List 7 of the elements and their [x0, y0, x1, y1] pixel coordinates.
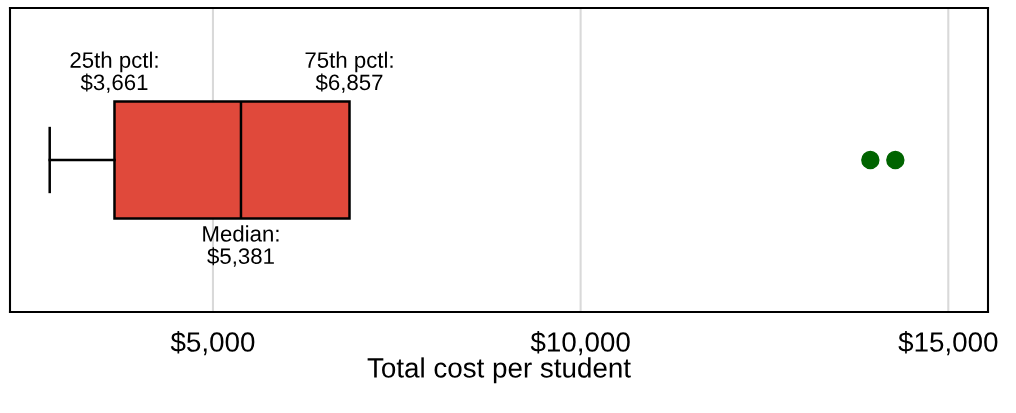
- annotation: Median: $5,381: [203, 225, 279, 267]
- annotation: 25th pctl: $3,661: [70, 51, 158, 93]
- x-tick-label: $5,000: [170, 331, 255, 356]
- x-tick-label: $15,000: [898, 331, 998, 356]
- x-tick-label: $10,000: [530, 331, 630, 356]
- annotation: 75th pctl: $6,857: [305, 51, 393, 93]
- x-axis-title: Total cost per student: [367, 357, 631, 384]
